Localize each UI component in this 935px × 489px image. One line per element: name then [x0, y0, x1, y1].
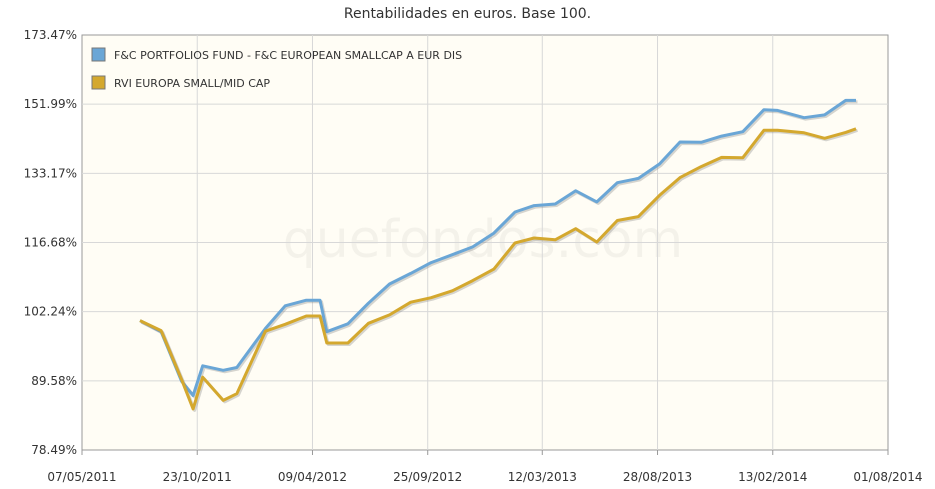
x-tick-label: 07/05/2011: [47, 470, 116, 484]
x-tick-label: 01/08/2014: [853, 470, 922, 484]
legend-label-1: F&C PORTFOLIOS FUND - F&C EUROPEAN SMALL…: [114, 49, 462, 62]
legend-swatch-2: [91, 75, 106, 90]
series-shadow-1: [140, 100, 858, 399]
y-tick-label: 89.58%: [31, 374, 77, 388]
x-tick-label: 13/02/2014: [738, 470, 807, 484]
legend-label-2: RVI EUROPA SMALL/MID CAP: [114, 77, 270, 90]
series-lines: [139, 98, 858, 412]
x-tick-label: 09/04/2012: [278, 470, 347, 484]
x-tick-label: 12/03/2013: [508, 470, 577, 484]
y-tick-label: 116.68%: [24, 236, 77, 250]
x-tick-label: 28/08/2013: [623, 470, 692, 484]
legend-swatch-1: [91, 47, 106, 62]
axes: 173.47% 151.99% 133.17% 116.68% 102.24% 89.58…: [24, 28, 923, 484]
y-tick-label: 173.47%: [24, 28, 77, 42]
grid-lines: [82, 35, 888, 450]
x-tick-label: 25/09/2012: [393, 470, 462, 484]
y-tick-label: 102.24%: [24, 305, 77, 319]
legend: F&C PORTFOLIOS FUND - F&C EUROPEAN SMALL…: [91, 47, 462, 90]
y-tick-label: 151.99%: [24, 97, 77, 111]
series-line-1: [139, 98, 856, 397]
chart-title: Rentabilidades en euros. Base 100.: [343, 6, 592, 22]
y-tick-label: 78.49%: [31, 443, 77, 457]
y-tick-label: 133.17%: [24, 166, 77, 180]
series-line-2: [139, 127, 857, 411]
x-tick-label: 23/10/2011: [163, 470, 232, 484]
